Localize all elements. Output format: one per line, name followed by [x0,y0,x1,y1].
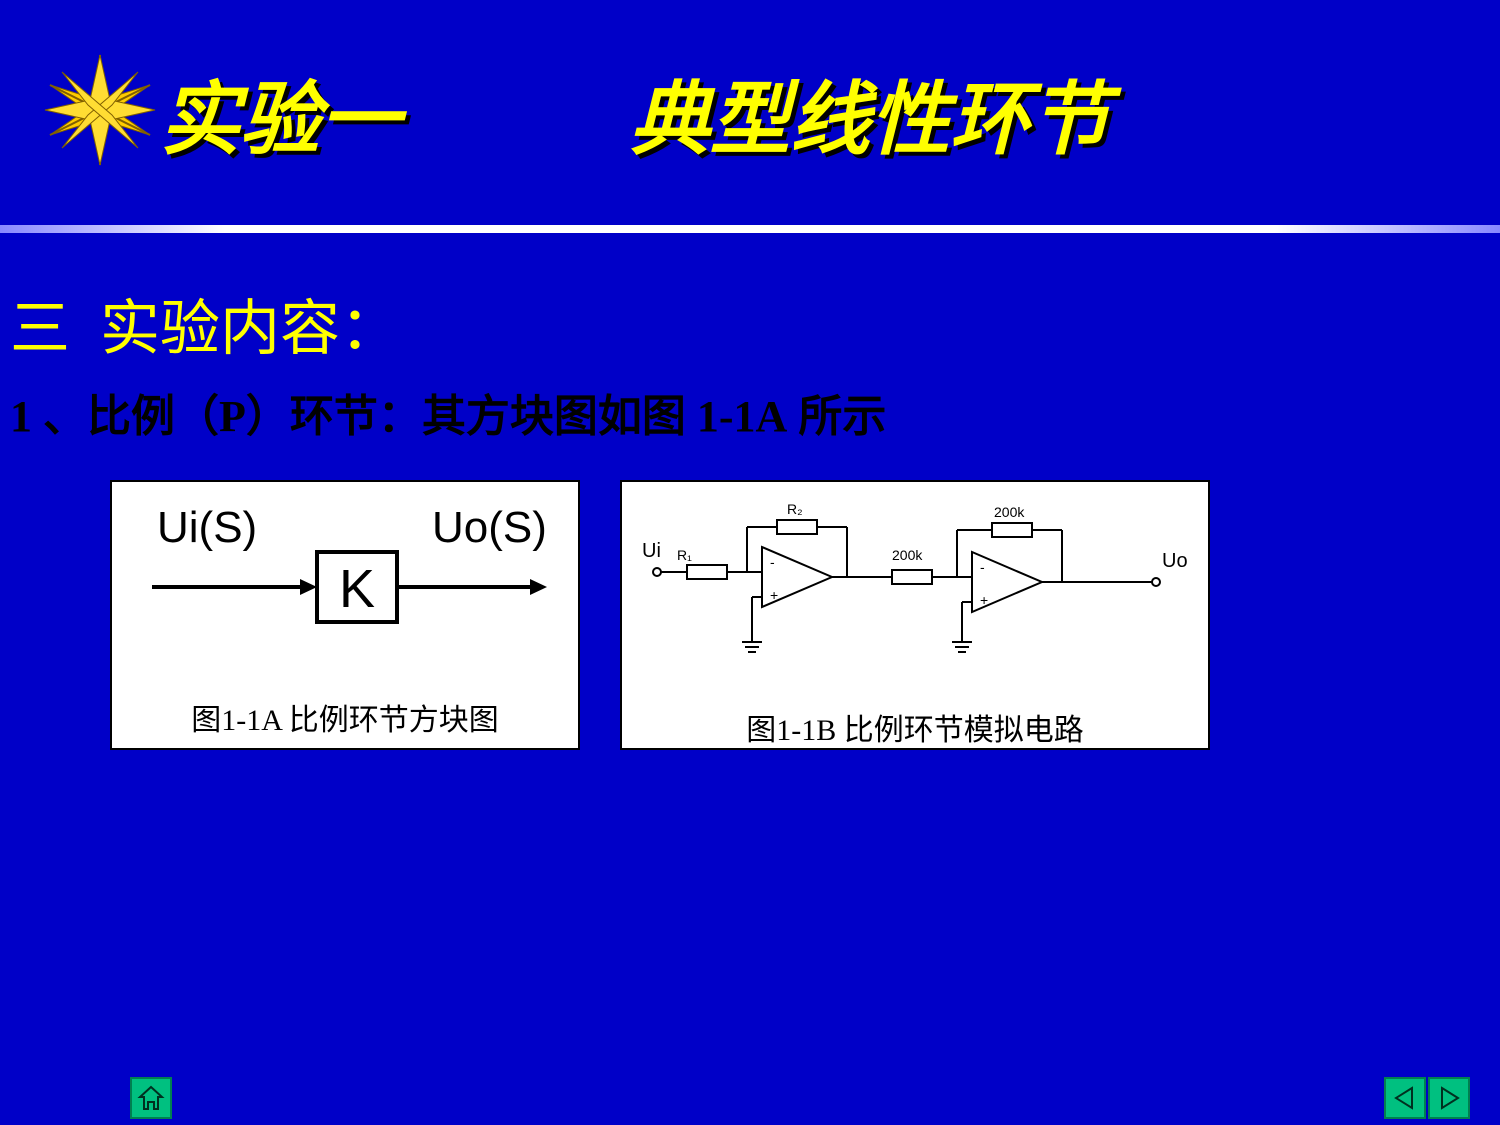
svg-text:+: + [980,592,988,608]
starburst-icon [40,50,160,175]
circuit-input-label: Ui [642,540,661,562]
section-heading: 三实验内容： [10,280,400,367]
r1-label: R₁ [677,547,692,563]
r4-label: 200k [994,504,1025,520]
section-number: 三 [10,280,70,367]
body-figref: 1-1A [697,392,787,441]
block-diagram-box: K Ui(S) Uo(S) 图1-1A 比例环节方块图 [110,480,580,750]
block-diagram-caption: 图1-1A 比例环节方块图 [122,695,568,739]
body-suffix: 所示 [787,392,886,441]
block-label: K [339,559,375,619]
svg-text:+: + [770,587,778,603]
prev-button[interactable] [1384,1077,1426,1119]
title-right: 典型线性环节 [630,55,1110,171]
body-prefix: 1 、比例（ [10,392,219,441]
circuit-diagram-svg: - + - + [632,492,1202,692]
body-mid: ）环节：其方块图如图 [246,392,697,441]
svg-text:-: - [770,554,775,570]
body-p: P [219,392,246,441]
home-icon [136,1083,166,1113]
circuit-output-label: Uo [1162,550,1188,572]
prev-arrow-icon [1390,1083,1420,1113]
r2-label: R₂ [787,501,803,517]
title-left: 实验一 [160,55,400,171]
circuit-diagram-caption: 图1-1B 比例环节模拟电路 [632,705,1198,749]
next-arrow-icon [1434,1083,1464,1113]
output-label: Uo(S) [432,503,547,552]
circuit-diagram-box: - + - + [620,480,1210,750]
input-label: Ui(S) [157,503,257,552]
body-line-1: 1 、比例（P）环节：其方块图如图 1-1A 所示 [10,380,886,444]
header-divider [0,225,1500,233]
r3-label: 200k [892,547,923,563]
slide-header: 实验一 典型线性环节 [0,0,1500,210]
block-diagram-svg: K Ui(S) Uo(S) [122,492,572,682]
svg-text:-: - [980,559,985,575]
section-heading-text: 实验内容： [100,296,400,362]
next-button[interactable] [1428,1077,1470,1119]
home-button[interactable] [130,1077,172,1119]
